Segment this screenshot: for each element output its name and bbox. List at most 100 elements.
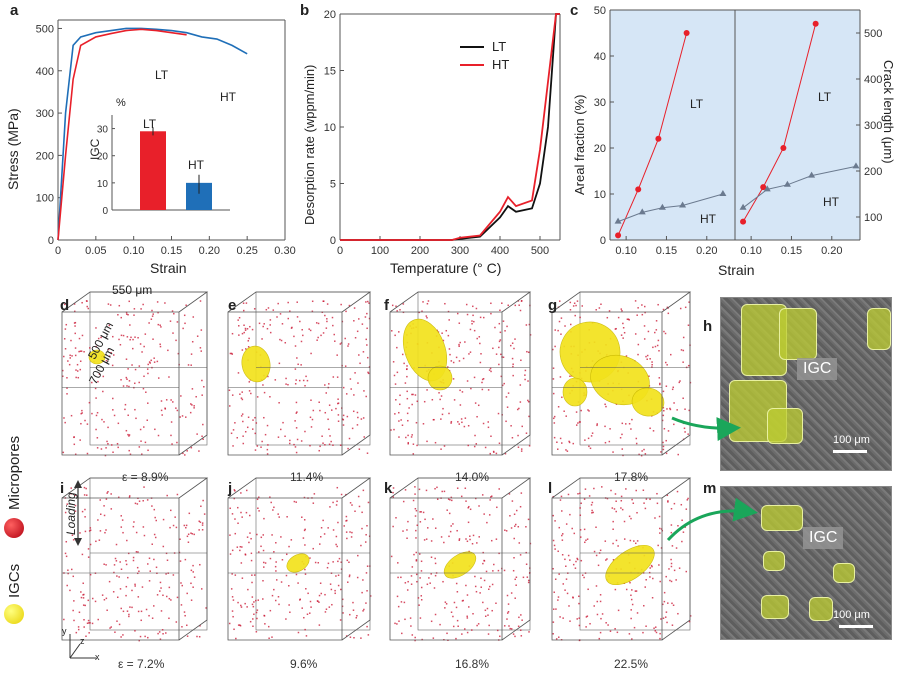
micropore bbox=[627, 554, 630, 556]
micropore bbox=[254, 449, 257, 451]
micropore bbox=[229, 534, 231, 536]
micropore bbox=[502, 356, 505, 359]
micropore bbox=[340, 568, 343, 570]
micropore bbox=[475, 590, 478, 593]
micropore bbox=[137, 596, 140, 598]
micropore bbox=[294, 345, 297, 347]
micropore bbox=[278, 402, 280, 404]
micropore bbox=[502, 320, 505, 322]
micropore bbox=[142, 387, 145, 390]
micropore bbox=[668, 568, 670, 570]
micropore bbox=[443, 490, 446, 493]
micropore bbox=[153, 508, 156, 511]
micropore bbox=[89, 529, 92, 531]
micropore bbox=[114, 631, 116, 633]
micropore bbox=[456, 619, 459, 622]
micropore bbox=[363, 436, 365, 438]
micropore bbox=[650, 564, 653, 567]
micropore bbox=[522, 576, 525, 579]
micropore bbox=[168, 597, 171, 600]
micropore bbox=[191, 533, 194, 535]
micropore bbox=[605, 622, 607, 624]
micropore bbox=[439, 623, 441, 626]
micropore bbox=[258, 322, 261, 325]
micropore bbox=[126, 336, 129, 338]
micropore bbox=[585, 539, 587, 542]
micropore bbox=[526, 350, 528, 353]
c-right-point-lt bbox=[760, 184, 767, 191]
micropore bbox=[159, 324, 161, 326]
micropore bbox=[554, 329, 556, 331]
caption-d: ε = 8.9% bbox=[122, 470, 169, 484]
micropore bbox=[256, 396, 259, 398]
micropore bbox=[436, 498, 439, 501]
micropore bbox=[142, 526, 145, 528]
c-xtick-left-0.10: 0.10 bbox=[615, 245, 636, 257]
micropore bbox=[125, 563, 128, 566]
micropore bbox=[609, 630, 612, 632]
micropore bbox=[246, 426, 249, 429]
micropore bbox=[667, 501, 669, 503]
micropore bbox=[471, 629, 473, 631]
micropore bbox=[510, 592, 513, 594]
micropore bbox=[605, 405, 607, 408]
micropore bbox=[567, 493, 570, 496]
micropore bbox=[575, 424, 578, 426]
micropore bbox=[125, 311, 128, 314]
micropore bbox=[528, 572, 531, 574]
micropore bbox=[99, 513, 102, 516]
micropore bbox=[69, 589, 71, 592]
micropore bbox=[483, 560, 486, 562]
micropore bbox=[187, 364, 190, 366]
micropore bbox=[468, 505, 470, 508]
micropore bbox=[656, 492, 658, 495]
micropore bbox=[322, 300, 324, 302]
micropore bbox=[202, 438, 204, 440]
micropore bbox=[193, 533, 195, 536]
micropore bbox=[452, 361, 455, 364]
micropore bbox=[570, 331, 572, 333]
micropore bbox=[251, 603, 254, 606]
micropore bbox=[326, 318, 328, 320]
micropore bbox=[154, 536, 157, 539]
micropore bbox=[344, 365, 347, 367]
micropore bbox=[497, 639, 500, 641]
micropore bbox=[459, 389, 461, 392]
micropore bbox=[239, 393, 241, 395]
micropore bbox=[105, 529, 107, 531]
micropore bbox=[589, 447, 592, 450]
micropore bbox=[561, 539, 564, 541]
micropore bbox=[156, 594, 159, 596]
micropore bbox=[593, 341, 596, 343]
micropore bbox=[132, 347, 134, 350]
micropore bbox=[465, 584, 467, 587]
micropore bbox=[202, 499, 204, 502]
micropore bbox=[442, 379, 444, 381]
micropore bbox=[309, 444, 311, 447]
micropore bbox=[391, 330, 393, 332]
micropore bbox=[666, 494, 669, 497]
micropore bbox=[131, 364, 133, 366]
micropore bbox=[91, 412, 93, 415]
axis-z-glyph: z bbox=[80, 636, 85, 646]
micropore bbox=[442, 382, 445, 384]
micropore bbox=[305, 588, 307, 590]
micropore bbox=[576, 618, 578, 620]
micropore bbox=[569, 392, 571, 395]
micropore bbox=[324, 593, 326, 596]
micropore bbox=[553, 415, 556, 418]
micropore bbox=[185, 416, 187, 418]
micropore bbox=[84, 419, 86, 422]
micropore bbox=[362, 417, 365, 419]
a-xtick-0: 0 bbox=[55, 245, 61, 257]
micropore bbox=[412, 499, 415, 502]
micropore bbox=[362, 351, 365, 353]
a-xtick-0.15: 0.15 bbox=[161, 245, 182, 257]
micropore bbox=[105, 498, 108, 500]
micropore bbox=[269, 496, 271, 498]
micropore bbox=[328, 606, 331, 608]
micropore bbox=[641, 313, 644, 316]
micropore bbox=[263, 517, 265, 520]
micropore bbox=[414, 639, 416, 642]
micropore bbox=[606, 356, 608, 358]
